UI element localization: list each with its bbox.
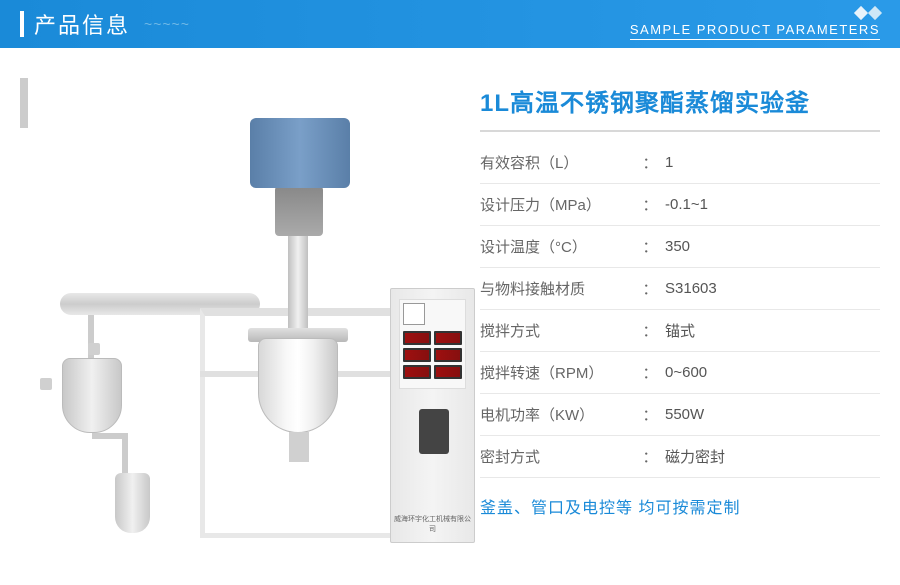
header-right: SAMPLE PRODUCT PARAMETERS [630, 8, 880, 40]
spec-colon: ： [635, 194, 665, 215]
spec-row: 密封方式：磁力密封 [480, 436, 880, 478]
spec-colon: ： [635, 446, 665, 467]
spec-colon: ： [635, 236, 665, 257]
spec-value: S31603 [665, 280, 717, 297]
cold-trap [115, 473, 150, 533]
spec-colon: ： [635, 404, 665, 425]
product-image-panel: 威海环宇化工机械有限公司 [20, 78, 460, 548]
valve-icon [88, 343, 100, 355]
spec-label: 密封方式 [480, 446, 635, 467]
header-left: 产品信息 ~~~~~ [20, 8, 190, 40]
reactor-vessel [258, 338, 338, 433]
spec-value: 0~600 [665, 364, 707, 381]
spec-colon: ： [635, 278, 665, 299]
spec-label: 与物料接触材质 [480, 278, 635, 299]
header-subtitle: SAMPLE PRODUCT PARAMETERS [630, 22, 880, 40]
digital-display [434, 348, 462, 362]
receiver-vessel [62, 358, 122, 433]
spec-label: 设计压力（MPa） [480, 194, 635, 215]
spec-row: 与物料接触材质：S31603 [480, 268, 880, 310]
diamond-icon [854, 6, 868, 20]
cabinet-brand-label: 威海环宇化工机械有限公司 [391, 514, 474, 534]
meter-display [403, 303, 425, 325]
digital-display [403, 331, 431, 345]
spec-row: 电机功率（KW）：550W [480, 394, 880, 436]
content-area: 威海环宇化工机械有限公司 1L高温不锈钢聚酯蒸馏实验釜 有效容积（L）：1设计压… [0, 48, 900, 568]
spec-label: 设计温度（°C） [480, 236, 635, 257]
control-cabinet: 威海环宇化工机械有限公司 [390, 288, 475, 543]
spec-value: 350 [665, 238, 690, 255]
valve-icon [40, 378, 52, 390]
equipment-illustration: 威海环宇化工机械有限公司 [20, 78, 460, 548]
control-panel [399, 299, 466, 389]
spec-colon: ： [635, 152, 665, 173]
spec-colon: ： [635, 320, 665, 341]
fitting [20, 103, 28, 128]
digital-display [403, 365, 431, 379]
pipe [122, 433, 128, 475]
spec-value: 1 [665, 154, 673, 171]
digital-display [403, 348, 431, 362]
digital-display [434, 331, 462, 345]
diamond-icon [868, 6, 882, 20]
spec-label: 有效容积（L） [480, 152, 635, 173]
diamond-decoration [856, 8, 880, 18]
spec-value: 磁力密封 [665, 446, 725, 467]
header-accent-bar [20, 11, 24, 37]
header-wave-decoration: ~~~~~ [144, 16, 190, 32]
spec-row: 有效容积（L）：1 [480, 142, 880, 184]
spec-value: 550W [665, 406, 704, 423]
customization-note: 釜盖、管口及电控等 均可按需定制 [480, 494, 880, 518]
spec-value: -0.1~1 [665, 196, 708, 213]
spec-colon: ： [635, 362, 665, 383]
spec-row: 搅拌方式：锚式 [480, 310, 880, 352]
spec-label: 搅拌转速（RPM） [480, 362, 635, 383]
motor-coupling [275, 186, 323, 236]
motor-unit [250, 118, 350, 188]
spec-label: 电机功率（KW） [480, 404, 635, 425]
spec-label: 搅拌方式 [480, 320, 635, 341]
spec-row: 设计温度（°C）：350 [480, 226, 880, 268]
spec-list: 有效容积（L）：1设计压力（MPa）：-0.1~1设计温度（°C）：350与物料… [480, 142, 880, 478]
spec-row: 搅拌转速（RPM）：0~600 [480, 352, 880, 394]
product-name: 1L高温不锈钢聚酯蒸馏实验釜 [480, 83, 880, 132]
digital-display [434, 365, 462, 379]
fitting [20, 78, 28, 103]
spec-panel: 1L高温不锈钢聚酯蒸馏实验釜 有效容积（L）：1设计压力（MPa）：-0.1~1… [480, 78, 880, 548]
spec-row: 设计压力（MPa）：-0.1~1 [480, 184, 880, 226]
header-title: 产品信息 [34, 8, 130, 40]
spec-value: 锚式 [665, 320, 695, 341]
header-bar: 产品信息 ~~~~~ SAMPLE PRODUCT PARAMETERS [0, 0, 900, 48]
control-knob [419, 409, 449, 454]
